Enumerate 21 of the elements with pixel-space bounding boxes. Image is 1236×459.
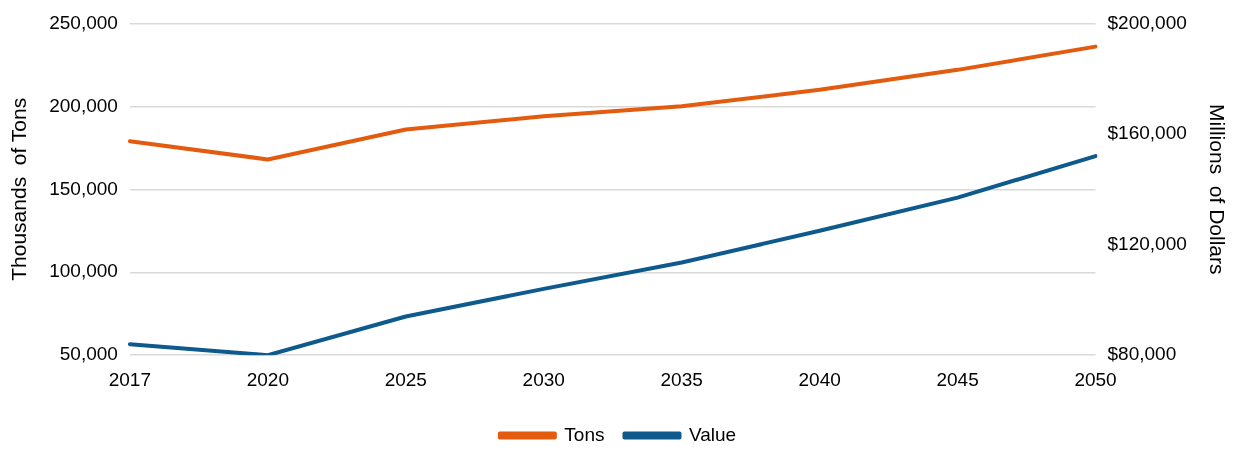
y-tick-label: 50,000 [59,343,118,365]
x-tick-label: 2020 [246,368,289,390]
y2-tick-label: $160,000 [1107,122,1187,144]
y-tick-label: 100,000 [49,260,118,282]
x-tick-label: 2025 [384,368,427,390]
x-tick-label: 2045 [936,368,979,390]
x-tick-label: 2030 [522,368,565,390]
y2-axis-title: Millions of Dollars [1205,104,1229,275]
y2-tick-label: $200,000 [1107,11,1187,33]
y2-tick-label: $80,000 [1107,343,1177,365]
y-axis-title: Thousands of Tons [7,97,31,281]
y2-tick-label: $120,000 [1107,232,1187,254]
x-tick-label: 2017 [108,368,152,390]
y-tick-label: 250,000 [49,11,118,33]
y-tick-label: 150,000 [49,177,118,199]
x-tick-label: 2040 [798,368,841,390]
x-tick-label: 2050 [1074,368,1117,390]
x-tick-label: 2035 [660,368,703,390]
legend-label: Value [688,423,737,445]
y-tick-label: 200,000 [49,94,118,116]
legend-label: Tons [564,423,605,445]
